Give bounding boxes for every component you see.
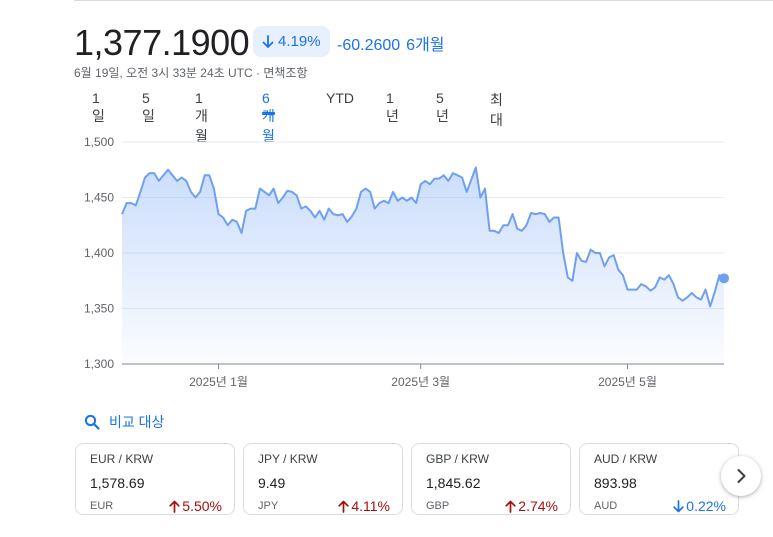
card-change: 0.22% xyxy=(673,498,726,514)
card-value: 9.49 xyxy=(258,475,286,491)
price-chart[interactable]: 1,500 1,450 1,400 1,350 1,300 2025년 1월 2025년 … xyxy=(74,126,773,396)
card-currency-code: GBP xyxy=(426,500,450,512)
next-cards-button[interactable] xyxy=(721,456,761,496)
range-tab-5d[interactable]: 5일 xyxy=(142,90,155,124)
range-tab-6m[interactable]: 6개월 xyxy=(262,90,275,144)
card-value: 1,578.69 xyxy=(90,475,145,491)
card-pair: AUD / KRW xyxy=(594,452,658,466)
arrow-up-icon xyxy=(505,500,516,513)
top-divider xyxy=(74,0,773,1)
y-tick-label: 1,400 xyxy=(84,246,114,260)
chart-last-point xyxy=(719,273,729,284)
range-tab-1m[interactable]: 1개월 xyxy=(195,90,208,144)
card-change-value: 4.11% xyxy=(351,498,390,514)
range-tab-1y[interactable]: 1년 xyxy=(386,90,399,124)
card-change: 4.11% xyxy=(338,498,390,514)
x-tick-label: 2025년 5월 xyxy=(598,375,657,389)
current-price: 1,377.1900 xyxy=(74,22,250,63)
card-pair: JPY / KRW xyxy=(258,452,318,466)
chart-series-line xyxy=(121,166,725,308)
y-tick-label: 1,450 xyxy=(84,191,114,205)
card-change-value: 0.22% xyxy=(686,498,726,514)
change-period: 6개월 xyxy=(406,37,445,54)
arrow-down-icon xyxy=(262,34,274,48)
range-tab-ytd[interactable]: YTD xyxy=(326,90,354,106)
change-absolute: -60.2600 6개월 xyxy=(337,31,445,55)
x-tick-label: 2025년 3월 xyxy=(391,375,450,389)
search-icon xyxy=(84,414,100,430)
arrow-down-icon xyxy=(673,499,684,512)
change-absolute-value: -60.2600 xyxy=(337,37,401,54)
y-tick-label: 1,350 xyxy=(84,302,114,316)
compare-card-gbp[interactable]: GBP / KRW 1,845.62 GBP 2.74% xyxy=(411,443,571,515)
range-tab-max[interactable]: 최대 xyxy=(490,92,503,128)
change-percent-badge: 4.19% xyxy=(253,26,330,57)
card-pair: EUR / KRW xyxy=(90,452,154,466)
compare-card-eur[interactable]: EUR / KRW 1,578.69 EUR 5.50% xyxy=(75,443,235,515)
arrow-up-icon xyxy=(169,500,180,513)
compare-label: 비교 대상 xyxy=(109,414,165,430)
compare-link[interactable]: 비교 대상 xyxy=(84,412,164,432)
card-currency-code: JPY xyxy=(258,500,279,512)
timestamp-disclaimer: 6월 19일, 오전 3시 33분 24초 UTC · 면책조항 xyxy=(74,66,308,80)
arrow-up-icon xyxy=(338,500,349,513)
chevron-right-icon xyxy=(737,469,746,483)
change-percent-value: 4.19% xyxy=(278,33,321,50)
card-value: 893.98 xyxy=(594,475,637,491)
y-tick-label: 1,500 xyxy=(84,135,114,149)
range-tab-1d[interactable]: 1일 xyxy=(92,90,105,124)
card-change: 5.50% xyxy=(169,498,222,514)
card-currency-code: AUD xyxy=(594,500,618,512)
compare-card-aud[interactable]: AUD / KRW 893.98 AUD 0.22% xyxy=(579,443,739,515)
compare-card-jpy[interactable]: JPY / KRW 9.49 JPY 4.11% xyxy=(243,443,403,515)
range-tab-5y[interactable]: 5년 xyxy=(436,90,449,124)
card-pair: GBP / KRW xyxy=(426,452,489,466)
card-change: 2.74% xyxy=(505,498,558,514)
y-tick-label: 1,300 xyxy=(84,357,114,371)
chart-area-fill xyxy=(122,167,724,364)
card-change-value: 5.50% xyxy=(182,498,222,514)
card-currency-code: EUR xyxy=(90,500,114,512)
card-change-value: 2.74% xyxy=(518,498,558,514)
card-value: 1,845.62 xyxy=(426,475,481,491)
x-tick-label: 2025년 1월 xyxy=(189,375,248,389)
